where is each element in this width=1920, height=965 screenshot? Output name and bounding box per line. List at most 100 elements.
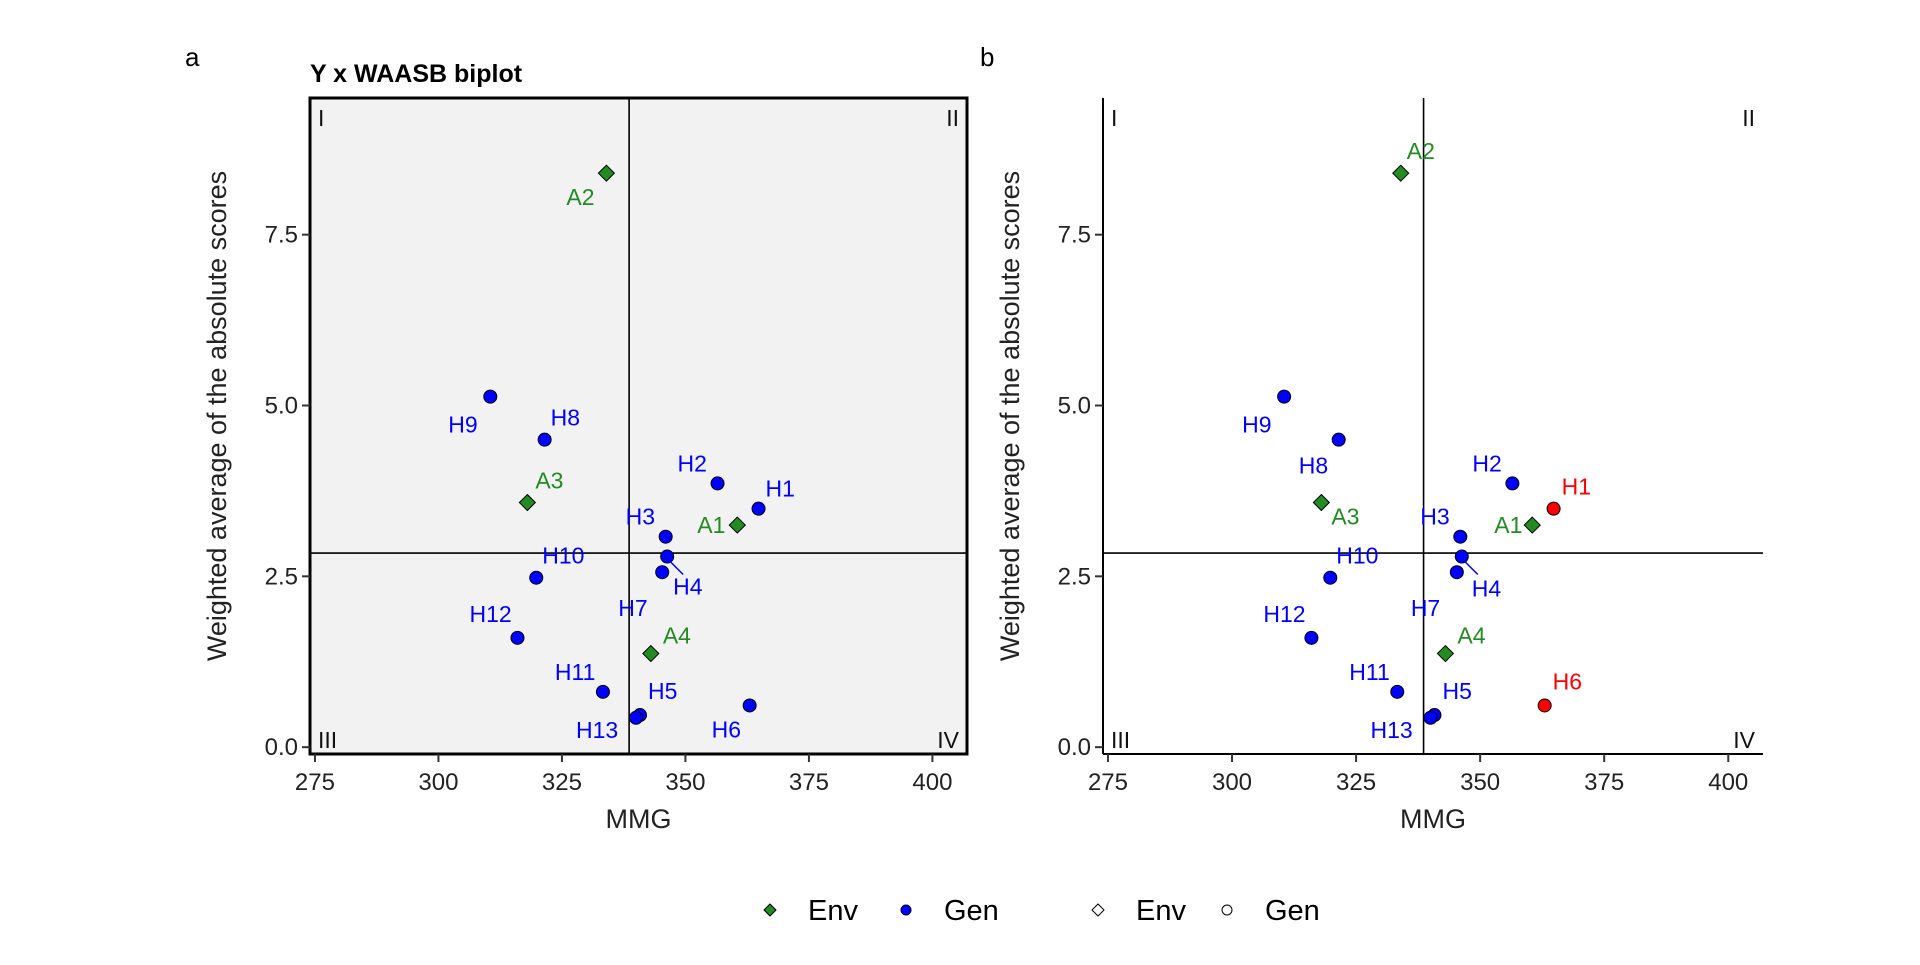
x-tick-label: 275 <box>1088 769 1128 796</box>
gen-point-H12 <box>1304 630 1319 645</box>
point-label-H7: H7 <box>618 595 647 621</box>
label-connector <box>1463 559 1479 576</box>
point-label-H4: H4 <box>673 574 703 600</box>
point-label-H1: H1 <box>766 476 795 502</box>
y-tick-label: 5.0 <box>265 393 298 420</box>
x-tick-label: 350 <box>1460 769 1500 796</box>
point-label-A4: A4 <box>1457 623 1485 649</box>
y-tick-label: 2.5 <box>265 563 298 590</box>
gen-point-H13 <box>629 710 644 725</box>
plot-area <box>308 96 969 756</box>
gen-point-H2 <box>1505 476 1520 491</box>
point-label-H8: H8 <box>1299 453 1328 479</box>
y-tick-label: 5.0 <box>1058 393 1091 420</box>
env-point-A3 <box>518 493 537 512</box>
quadrant-label-III: III <box>1111 727 1130 753</box>
legend-marker-env <box>763 903 777 917</box>
point-label-H5: H5 <box>648 678 677 704</box>
point-label-H2: H2 <box>1472 450 1501 476</box>
y-tick-label: 7.5 <box>265 222 298 249</box>
gen-point-H1 <box>1546 501 1561 516</box>
env-point-A4 <box>1436 644 1455 663</box>
point-label-H13: H13 <box>1371 717 1413 743</box>
point-label-H12: H12 <box>1263 601 1305 627</box>
gen-point-H8 <box>537 432 552 447</box>
gen-point-H4 <box>660 549 675 564</box>
x-tick-label: 300 <box>418 769 458 796</box>
gen-point-H11 <box>595 684 610 699</box>
point-label-A3: A3 <box>1331 504 1359 530</box>
x-tick-label: 300 <box>1212 769 1252 796</box>
x-tick-label: 400 <box>1708 769 1748 796</box>
legend-label: Env <box>1136 895 1186 927</box>
point-label-H13: H13 <box>576 717 618 743</box>
env-point-A3 <box>1312 493 1331 512</box>
point-label-H2: H2 <box>678 450 707 476</box>
gen-point-H3 <box>658 529 673 544</box>
quadrant-label-II: II <box>946 105 959 131</box>
gen-point-H9 <box>483 389 498 404</box>
legend-label: Gen <box>944 895 999 927</box>
plot-area <box>1103 98 1763 754</box>
gen-point-H4 <box>1454 549 1469 564</box>
quadrant-label-IV: IV <box>937 727 959 753</box>
x-tick-label: 325 <box>542 769 582 796</box>
y-tick-label: 0.0 <box>265 734 298 761</box>
y-tick-label: 7.5 <box>1058 222 1091 249</box>
x-axis-title: MMG <box>1400 804 1466 834</box>
y-tick-label: 2.5 <box>1058 563 1091 590</box>
legend-label: Gen <box>1265 895 1320 927</box>
env-point-A2 <box>597 164 616 182</box>
point-label-A1: A1 <box>1494 512 1522 538</box>
quadrant-label-III: III <box>318 727 337 753</box>
x-tick-label: 350 <box>665 769 705 796</box>
point-label-H11: H11 <box>1349 659 1390 685</box>
x-tick-label: 400 <box>912 769 952 796</box>
quadrant-label-IV: IV <box>1733 727 1755 753</box>
plot-title: Y x WAASB biplot <box>310 60 523 88</box>
legend-marker-env <box>1091 903 1105 917</box>
y-tick-label: 0.0 <box>1058 734 1091 761</box>
point-label-A2: A2 <box>1407 138 1435 164</box>
gen-point-H10 <box>1323 570 1338 585</box>
gen-point-H7 <box>1449 565 1464 580</box>
quadrant-label-I: I <box>1111 105 1117 131</box>
gen-point-H8 <box>1331 432 1346 447</box>
point-label-H6: H6 <box>1553 668 1582 694</box>
legend-label: Env <box>808 895 858 927</box>
point-label-H8: H8 <box>551 405 580 431</box>
point-label-H5: H5 <box>1442 678 1471 704</box>
point-label-H10: H10 <box>542 543 584 569</box>
point-label-H11: H11 <box>555 659 596 685</box>
gen-point-H11 <box>1390 684 1405 699</box>
panel-letter: b <box>980 42 994 72</box>
quadrant-label-I: I <box>318 105 324 131</box>
point-label-H9: H9 <box>448 412 477 438</box>
gen-point-H10 <box>529 570 544 585</box>
point-label-H6: H6 <box>712 716 741 742</box>
gen-point-H6 <box>1537 698 1552 713</box>
point-label-H3: H3 <box>626 504 655 530</box>
x-tick-label: 375 <box>1584 769 1624 796</box>
point-label-H7: H7 <box>1411 595 1440 621</box>
panel-letter: a <box>185 42 200 72</box>
gen-point-H7 <box>655 565 670 580</box>
point-label-A4: A4 <box>663 623 691 649</box>
point-label-H9: H9 <box>1242 412 1271 438</box>
gen-point-H2 <box>710 476 725 491</box>
gen-point-H12 <box>510 630 525 645</box>
point-label-A2: A2 <box>566 184 594 210</box>
point-label-H4: H4 <box>1472 576 1502 602</box>
point-label-H1: H1 <box>1562 474 1591 500</box>
x-tick-label: 275 <box>295 769 335 796</box>
legend: Env Gen Env Gen <box>763 895 1320 927</box>
env-point-A2 <box>1392 164 1410 182</box>
quadrant-label-II: II <box>1742 105 1755 131</box>
env-point-A4 <box>642 644 660 663</box>
gen-point-H3 <box>1453 529 1468 544</box>
gen-point-H9 <box>1277 389 1292 404</box>
